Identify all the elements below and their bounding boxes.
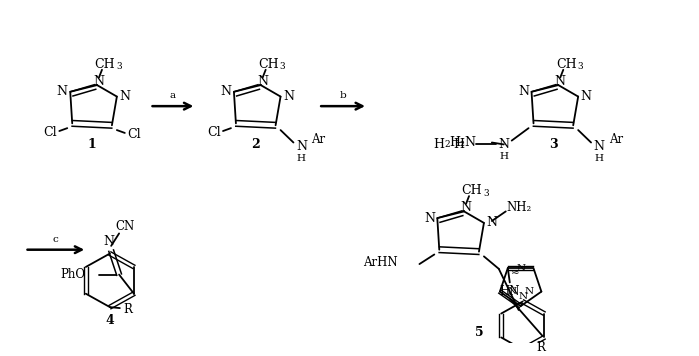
Text: N: N xyxy=(296,140,307,153)
Text: N: N xyxy=(461,201,472,214)
Text: 3: 3 xyxy=(549,138,558,151)
Text: b: b xyxy=(340,91,347,100)
Text: N: N xyxy=(120,90,130,103)
Text: a: a xyxy=(169,91,175,100)
Text: 2: 2 xyxy=(445,140,450,149)
Text: N: N xyxy=(517,263,526,273)
Text: N: N xyxy=(257,75,268,88)
Text: 1: 1 xyxy=(87,138,96,151)
Text: PhO: PhO xyxy=(60,268,85,281)
Text: 3: 3 xyxy=(116,62,122,72)
Text: N: N xyxy=(487,216,498,229)
Text: NH₂: NH₂ xyxy=(506,201,531,214)
Text: N: N xyxy=(555,75,565,88)
Text: H₂N: H₂N xyxy=(449,136,476,149)
Text: CH: CH xyxy=(94,58,115,70)
Text: c: c xyxy=(52,235,58,244)
Text: H: H xyxy=(499,152,508,161)
Text: N: N xyxy=(507,287,517,296)
Text: H: H xyxy=(595,154,603,163)
Text: N: N xyxy=(525,287,534,296)
Text: 3: 3 xyxy=(280,62,285,72)
Text: N: N xyxy=(518,292,527,301)
Text: R: R xyxy=(536,341,545,354)
Text: 3: 3 xyxy=(577,62,583,72)
Text: H: H xyxy=(454,138,465,151)
Text: Cl: Cl xyxy=(43,126,57,140)
Text: CH: CH xyxy=(462,184,482,197)
Text: ≈: ≈ xyxy=(511,268,520,277)
Text: Cl: Cl xyxy=(127,129,140,141)
Text: Ar: Ar xyxy=(609,133,623,146)
Text: H: H xyxy=(297,154,306,163)
Text: CH: CH xyxy=(259,58,279,70)
Text: HN: HN xyxy=(500,286,520,298)
Text: N: N xyxy=(94,75,105,88)
Text: CN: CN xyxy=(115,220,135,233)
Text: N: N xyxy=(283,90,294,103)
Text: N: N xyxy=(220,85,231,98)
Text: 5: 5 xyxy=(475,326,483,340)
Text: CH: CH xyxy=(556,58,577,70)
Text: 4: 4 xyxy=(106,314,115,327)
Text: N: N xyxy=(424,211,435,225)
Text: N: N xyxy=(103,235,115,247)
Text: H: H xyxy=(434,138,445,151)
Text: N: N xyxy=(498,138,510,151)
Text: Ar: Ar xyxy=(311,133,325,146)
Text: 3: 3 xyxy=(483,189,489,198)
Text: N: N xyxy=(593,140,605,153)
Text: R: R xyxy=(123,303,132,315)
Text: N: N xyxy=(581,90,591,103)
Text: Cl: Cl xyxy=(208,126,221,140)
Text: N: N xyxy=(518,85,529,98)
Text: 2: 2 xyxy=(252,138,260,151)
Text: ArHN: ArHN xyxy=(363,256,398,269)
Text: N: N xyxy=(57,85,68,98)
